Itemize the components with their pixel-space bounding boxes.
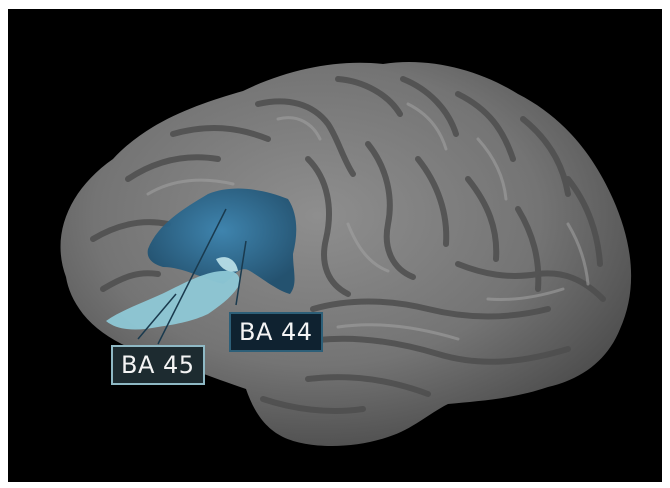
ba45-leader-line (157, 208, 227, 345)
brain-surface-render (60, 62, 632, 446)
ba44-leader-line (235, 240, 247, 306)
ba44-label: BA 44 (229, 312, 323, 352)
ba45-label: BA 45 (111, 345, 205, 385)
ba45-region (106, 270, 240, 330)
ba45-leader-line-2 (137, 293, 177, 340)
cortex-surface (60, 62, 632, 446)
ba45-highlight (216, 257, 238, 272)
cortex-sulci (90, 76, 606, 414)
cortex-highlights (146, 102, 590, 341)
ba44-region (147, 188, 297, 294)
brain-render-viewport: BA 44 BA 45 (8, 9, 662, 482)
